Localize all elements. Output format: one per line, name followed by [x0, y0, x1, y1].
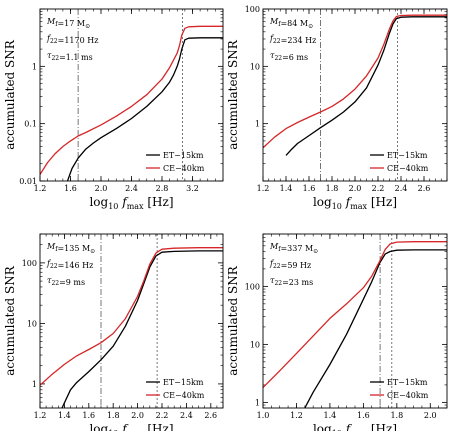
chart-panel-top-left: 1.2 1.6 2.0 2.4 2.8 3.2 0.01 0.1 1 Mf=17 M⊙ f22=11…: [3, 8, 224, 211]
chart-panel-bottom-left: 1.2 1.4 1.6 1.8 2.0 2.2 2.4 2.6 1 10 100 Mf=135 M⊙ f…: [3, 233, 224, 431]
y-axis-label: accumulated SNR: [3, 265, 17, 376]
y-tick-label: 10: [250, 340, 260, 349]
annotation-0: Mf=17 M⊙: [46, 17, 90, 30]
x-axis-label: log10 fmax [Hz]: [313, 422, 397, 431]
x-tick-label: 2.0: [131, 411, 144, 420]
x-tick-label: 1.4: [280, 184, 293, 193]
y-axis-label: accumulated SNR: [226, 39, 240, 150]
annotation-1: f22=59 Hz: [269, 259, 311, 270]
x-tick-label: 1.6: [357, 411, 370, 420]
y-tick-label: 0.1: [24, 120, 37, 129]
x-tick-label: 2.4: [125, 184, 138, 193]
x-tick-label: 1.4: [58, 411, 71, 420]
series-line-ce: [263, 14, 447, 149]
y-tick-label: 100: [22, 259, 37, 268]
y-tick-label: 100: [245, 282, 260, 291]
x-axis-label: log10 fmax [Hz]: [89, 422, 173, 431]
x-tick-label: 1.2: [34, 184, 47, 193]
x-tick-label: 1.4: [324, 411, 337, 420]
x-tick-label: 3.2: [186, 184, 199, 193]
chart-panel-bottom-right: 1.0 1.2 1.4 1.6 1.8 2.0 1 10 100 Mf=337 M⊙ f22=59 …: [226, 233, 448, 431]
legend-label: CE−40km: [163, 391, 205, 400]
annotation-0: Mf=135 M⊙: [46, 242, 95, 255]
x-tick-label: 2.4: [180, 411, 193, 420]
x-tick-label: 2.2: [372, 184, 385, 193]
legend-label: ET−15km: [163, 378, 204, 387]
annotation-1: f22=1170 Hz: [46, 34, 98, 45]
x-tick-label: 1.6: [64, 184, 77, 193]
x-tick-label: 1.8: [390, 411, 403, 420]
legend-label: ET−15km: [387, 378, 428, 387]
legend-label: CE−40km: [163, 164, 205, 173]
x-tick-label: 1.8: [107, 411, 120, 420]
annotation-0: Mf=84 M⊙: [269, 17, 313, 30]
series-line-ce: [40, 25, 223, 175]
series-line-et: [61, 250, 223, 408]
plot-frame: [262, 233, 448, 409]
x-tick-label: 2.6: [204, 411, 217, 420]
y-tick-label: 10: [250, 62, 260, 71]
plot-frame: [39, 233, 224, 409]
annotation-1: f22=146 Hz: [46, 259, 93, 270]
legend-label: CE−40km: [387, 391, 429, 400]
annotation-2: τ22=6 ms: [270, 51, 308, 62]
plot-frame: [262, 8, 448, 182]
x-tick-label: 1.2: [257, 184, 270, 193]
series-line-et: [66, 37, 223, 181]
annotation-2: τ22=1.1 ms: [47, 51, 93, 62]
annotation-2: τ22=9 ms: [47, 276, 85, 287]
y-tick-label: 1: [32, 62, 37, 71]
x-tick-label: 2.6: [418, 184, 431, 193]
annotation-0: Mf=337 M⊙: [269, 242, 318, 255]
x-tick-label: 2.0: [424, 411, 437, 420]
x-tick-label: 2.0: [95, 184, 108, 193]
series-line-ce: [263, 241, 447, 389]
y-tick-label: 1: [32, 380, 37, 389]
x-axis-label: log10 fmax [Hz]: [313, 195, 397, 211]
x-tick-label: 1.6: [82, 411, 95, 420]
legend-label: ET−15km: [163, 151, 204, 160]
series-line-et: [304, 249, 447, 408]
legend-label: ET−15km: [387, 151, 428, 160]
y-tick-label: 10: [27, 319, 37, 328]
annotation-1: f22=234 Hz: [269, 34, 316, 45]
chart-panel-top-right: 1.2 1.4 1.6 1.8 2.0 2.2 2.4 2.6 1 10 100 Mf=84 M⊙ f2…: [226, 5, 448, 211]
x-tick-label: 1.6: [303, 184, 316, 193]
series-line-et: [285, 16, 447, 156]
x-tick-label: 2.0: [349, 184, 362, 193]
y-tick-label: 100: [245, 5, 260, 14]
plot-frame: [39, 8, 224, 182]
legend-label: CE−40km: [387, 164, 429, 173]
series-line-ce: [40, 247, 223, 386]
x-tick-label: 1.8: [326, 184, 339, 193]
y-axis-label: accumulated SNR: [3, 39, 17, 150]
x-tick-label: 1.2: [34, 411, 47, 420]
y-axis-label: accumulated SNR: [226, 265, 240, 376]
y-tick-label: 1: [255, 398, 260, 407]
x-tick-label: 2.2: [156, 411, 169, 420]
y-tick-label: 1: [255, 120, 260, 129]
y-tick-label: 0.01: [19, 177, 37, 186]
x-tick-label: 1.0: [257, 411, 270, 420]
x-tick-label: 2.8: [156, 184, 169, 193]
x-tick-label: 1.2: [290, 411, 303, 420]
x-axis-label: log10 fmax [Hz]: [89, 195, 173, 211]
annotation-2: τ22=23 ms: [270, 276, 313, 287]
x-tick-label: 2.4: [395, 184, 408, 193]
